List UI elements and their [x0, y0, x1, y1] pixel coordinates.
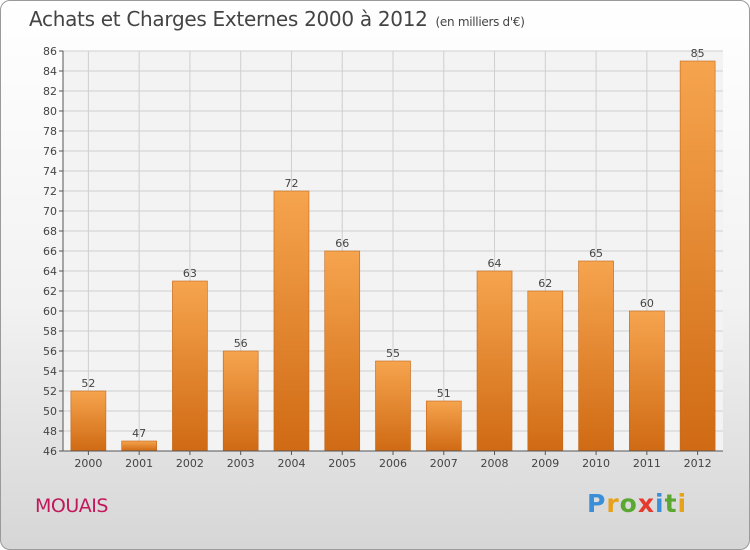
y-tick-label: 52: [43, 385, 57, 398]
x-tick-label-2012: 2012: [684, 457, 712, 470]
y-tick-label: 70: [43, 205, 57, 218]
chart-title-text: Achats et Charges Externes 2000 à 2012: [29, 7, 428, 31]
y-tick-label: 74: [43, 165, 57, 178]
unit-note: (en milliers d'€): [435, 15, 525, 29]
logo-letter: i: [677, 489, 688, 518]
commune-name: MOUAIS: [35, 495, 108, 517]
y-tick-label: 60: [43, 305, 57, 318]
bar-2009: [527, 290, 564, 452]
data-label-2007: 51: [437, 387, 451, 400]
logo-letter: o: [619, 489, 638, 518]
y-tick-label: 82: [43, 85, 57, 98]
y-tick-label: 62: [43, 285, 57, 298]
logo-letter: r: [606, 489, 620, 518]
bar-2002: [172, 280, 208, 452]
bar-2010: [578, 260, 614, 452]
bar-2003: [222, 350, 259, 452]
y-tick-label: 58: [43, 325, 57, 338]
logo-letter: i: [655, 489, 665, 518]
y-tick-label: 50: [43, 405, 57, 418]
y-tick-label: 78: [43, 125, 57, 138]
y-tick-label: 76: [43, 145, 57, 158]
data-label-2001: 47: [132, 427, 146, 440]
data-label-2000: 52: [81, 377, 95, 390]
bar-2004: [273, 190, 310, 452]
x-tick-label-2008: 2008: [481, 457, 509, 470]
data-label-2002: 63: [183, 267, 197, 280]
bar-2006: [375, 360, 411, 452]
data-label-2008: 64: [488, 257, 502, 270]
x-tick-label-2004: 2004: [277, 457, 305, 470]
y-tick-label: 64: [43, 265, 57, 278]
bar-2005: [324, 250, 361, 452]
bar-2012: [679, 60, 716, 452]
x-tick-label-2003: 2003: [227, 457, 255, 470]
x-tick-label-2000: 2000: [74, 457, 102, 470]
logo-letter: x: [637, 489, 655, 518]
bar-2007: [425, 400, 462, 452]
data-label-2010: 65: [589, 247, 603, 260]
y-tick-label: 72: [43, 185, 57, 198]
x-tick-label-2007: 2007: [430, 457, 458, 470]
chart-title: Achats et Charges Externes 2000 à 2012 (e…: [29, 7, 525, 31]
y-tick-label: 46: [43, 445, 57, 458]
data-label-2003: 56: [234, 337, 248, 350]
data-label-2012: 85: [691, 47, 705, 60]
y-tick-label: 56: [43, 345, 57, 358]
bar-2011: [629, 310, 665, 452]
logo-letter: t: [664, 489, 678, 518]
y-tick-label: 54: [43, 365, 57, 378]
data-label-2009: 62: [538, 277, 552, 290]
y-tick-label: 84: [43, 65, 57, 78]
data-label-2011: 60: [640, 297, 654, 310]
y-tick-label: 68: [43, 225, 57, 238]
data-label-2005: 66: [335, 237, 349, 250]
y-tick-label: 48: [43, 425, 57, 438]
bar-2000: [70, 390, 107, 452]
data-label-2006: 55: [386, 347, 400, 360]
y-tick-label: 80: [43, 105, 57, 118]
bar-2008: [476, 270, 513, 452]
x-tick-label-2009: 2009: [531, 457, 559, 470]
x-tick-label-2002: 2002: [176, 457, 204, 470]
x-tick-label-2005: 2005: [328, 457, 356, 470]
y-tick-label: 66: [43, 245, 57, 258]
x-tick-label-2001: 2001: [125, 457, 153, 470]
data-label-2004: 72: [284, 177, 298, 190]
logo-letter: P: [587, 489, 607, 518]
y-tick-label: 86: [43, 45, 57, 58]
proxiti-logo: Proxiti: [587, 489, 687, 518]
x-tick-label-2006: 2006: [379, 457, 407, 470]
x-tick-label-2010: 2010: [582, 457, 610, 470]
x-tick-label-2011: 2011: [633, 457, 661, 470]
bar-2001: [121, 440, 157, 452]
